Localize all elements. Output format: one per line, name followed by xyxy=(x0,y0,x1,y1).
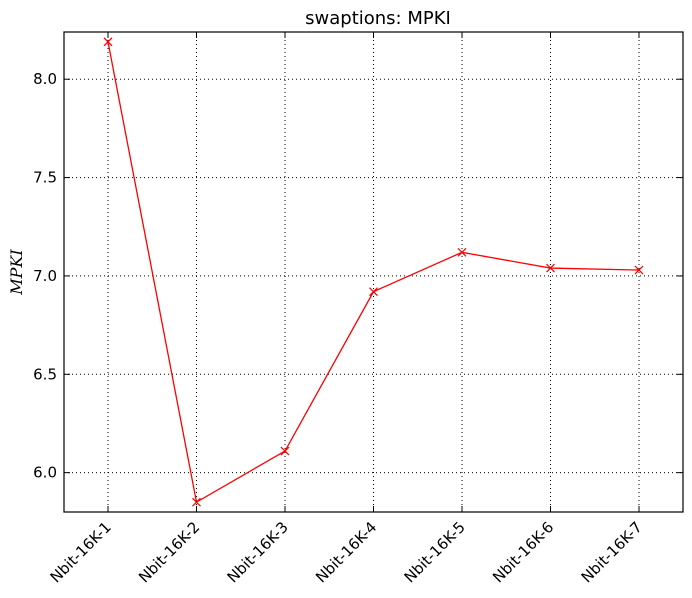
grid-lines xyxy=(64,32,683,512)
series xyxy=(103,37,644,507)
data-point-marker xyxy=(457,247,467,257)
x-tick-label: Nbit-16K-6 xyxy=(489,518,557,586)
data-point-marker xyxy=(103,37,113,47)
marker-stroke xyxy=(280,446,290,456)
marker-stroke xyxy=(457,247,467,257)
marker-stroke xyxy=(103,37,113,47)
x-tick-label: Nbit-16K-2 xyxy=(135,518,203,586)
chart-title: swaptions: MPKI xyxy=(305,8,451,29)
x-tick-label: Nbit-16K-7 xyxy=(578,518,646,586)
data-point-marker xyxy=(546,263,555,273)
y-tick-label: 6.5 xyxy=(33,365,57,383)
x-tick-label: Nbit-16K-4 xyxy=(312,518,380,586)
marker-stroke xyxy=(546,263,555,273)
y-tick-label: 7.0 xyxy=(33,267,57,285)
marker-stroke xyxy=(369,287,378,297)
x-tick-label: Nbit-16K-5 xyxy=(401,518,469,586)
y-tick-label: 6.0 xyxy=(33,464,57,482)
y-tick-label: 7.5 xyxy=(33,169,57,187)
marker-stroke xyxy=(192,497,201,507)
plot-frame xyxy=(63,31,684,513)
axes: Nbit-16K-1 Nbit-16K-2 Nbit-16K-3 Nbit-16K-4… xyxy=(33,32,683,586)
y-tick-label: 8.0 xyxy=(33,70,57,88)
data-point-marker xyxy=(369,287,378,297)
x-tick-label: Nbit-16K-1 xyxy=(47,518,115,586)
marker-stroke xyxy=(634,265,644,275)
data-point-marker xyxy=(192,497,201,507)
x-tick-label: Nbit-16K-3 xyxy=(224,518,292,586)
y-axis-label: MPKI xyxy=(7,249,26,296)
data-point-marker xyxy=(280,446,290,456)
data-point-marker xyxy=(634,265,644,275)
